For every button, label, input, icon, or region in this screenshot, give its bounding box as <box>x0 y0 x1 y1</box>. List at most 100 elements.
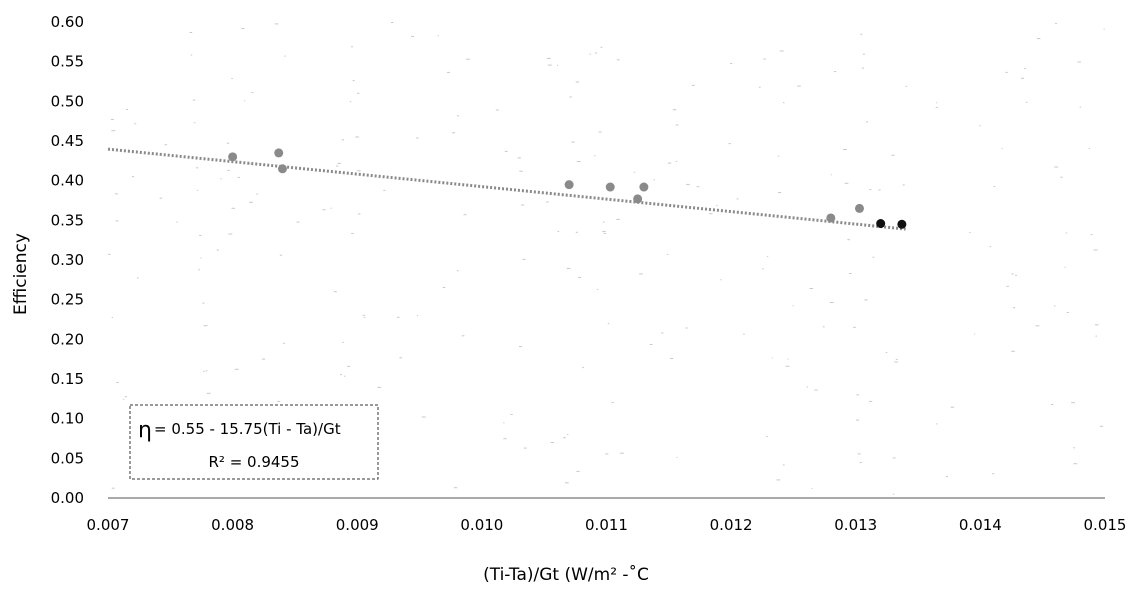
speckle <box>523 447 527 449</box>
y-tick-label: 0.10 <box>51 410 84 428</box>
speckle <box>504 150 508 152</box>
speckle <box>936 102 938 104</box>
y-tick-label: 0.15 <box>51 370 84 388</box>
data-points-layer <box>228 148 907 229</box>
speckle <box>461 335 465 337</box>
speckle <box>363 316 366 318</box>
y-axis-tick-labels: 0.00 0.05 0.10 0.15 0.20 0.25 0.30 0.35 0.40 0.45… <box>51 13 84 507</box>
speckle <box>892 457 896 459</box>
x-tick-label: 0.012 <box>710 516 753 534</box>
speckle <box>602 230 606 232</box>
speckle <box>1035 325 1040 327</box>
speckle <box>833 71 837 73</box>
speckle <box>562 437 566 439</box>
speckle <box>557 231 560 233</box>
speckle <box>582 367 585 369</box>
speckle <box>1095 335 1097 337</box>
speckle <box>237 176 241 178</box>
equation-text: = 0.55 - 15.75(Ti - Ta)/Gt <box>154 420 341 438</box>
speckle <box>861 67 864 69</box>
speckle <box>284 55 286 57</box>
speckle <box>902 184 905 186</box>
speckle <box>763 58 766 60</box>
speckle <box>1024 68 1026 69</box>
speckle <box>730 63 733 65</box>
speckle <box>778 192 782 194</box>
speckle <box>974 333 976 335</box>
speckle <box>634 171 636 173</box>
speckle <box>1051 404 1054 405</box>
speckle <box>578 276 581 278</box>
speckle <box>456 270 459 272</box>
speckle <box>1011 273 1014 275</box>
data-point <box>876 219 886 229</box>
speckle <box>1090 234 1093 236</box>
speckle <box>1073 463 1078 465</box>
speckle <box>1079 106 1082 108</box>
speckle <box>666 253 669 255</box>
speckle <box>226 142 230 144</box>
speckle <box>116 382 119 383</box>
y-tick-label: 0.05 <box>51 449 84 467</box>
speckle <box>1055 22 1057 24</box>
speckle <box>1001 147 1003 149</box>
speckle <box>396 316 400 318</box>
speckle <box>202 302 205 304</box>
speckle <box>667 162 672 164</box>
speckle <box>1093 249 1098 251</box>
speckle <box>249 201 253 203</box>
data-point <box>564 180 574 190</box>
x-tick-label: 0.015 <box>1084 516 1127 534</box>
speckle <box>200 257 202 259</box>
speckle <box>809 288 813 289</box>
speckle <box>619 452 624 454</box>
speckle <box>193 122 196 124</box>
speckle <box>893 493 895 495</box>
speckle <box>709 213 713 215</box>
y-axis-title: Efficiency <box>11 233 31 315</box>
x-tick-label: 0.007 <box>87 516 130 534</box>
speckle <box>377 386 382 388</box>
equation-box-border <box>129 404 379 480</box>
speckle <box>616 59 620 61</box>
speckle <box>894 361 898 363</box>
data-point <box>633 194 643 204</box>
speckle <box>446 71 450 73</box>
speckle <box>520 204 525 206</box>
speckle <box>352 80 355 82</box>
y-tick-label: 0.50 <box>51 92 84 110</box>
y-tick-label: 0.40 <box>51 172 84 190</box>
x-tick-label: 0.011 <box>585 516 628 534</box>
speckle <box>362 314 365 316</box>
speckle <box>878 189 881 191</box>
speckle <box>728 143 731 145</box>
speckle <box>411 36 414 37</box>
speckle <box>596 288 599 290</box>
x-axis-title: (Ti-Ta)/Gt (W/m² -˚C <box>483 564 649 585</box>
speckle <box>356 170 361 172</box>
speckle <box>136 277 139 279</box>
equation-box: η = 0.55 - 15.75(Ti - Ta)/Gt R² = 0.9455 <box>129 404 379 480</box>
speckle <box>1054 166 1058 168</box>
y-tick-label: 0.55 <box>51 53 84 71</box>
speckle <box>822 326 825 328</box>
speckle <box>1013 307 1016 309</box>
speckle <box>517 157 521 159</box>
speckle <box>351 233 354 234</box>
speckle <box>546 57 551 59</box>
speckle <box>111 316 113 318</box>
x-tick-label: 0.014 <box>959 516 1002 534</box>
speckle <box>785 365 790 367</box>
data-point <box>605 182 615 192</box>
speckle <box>847 239 850 241</box>
y-tick-label: 0.30 <box>51 251 84 269</box>
speckle <box>1036 38 1041 40</box>
speckle <box>1054 305 1056 307</box>
speckle <box>829 302 834 303</box>
speckle <box>355 136 360 138</box>
speckle <box>322 209 326 211</box>
speckle <box>676 456 678 458</box>
speckle <box>351 46 354 48</box>
data-point <box>639 182 649 192</box>
